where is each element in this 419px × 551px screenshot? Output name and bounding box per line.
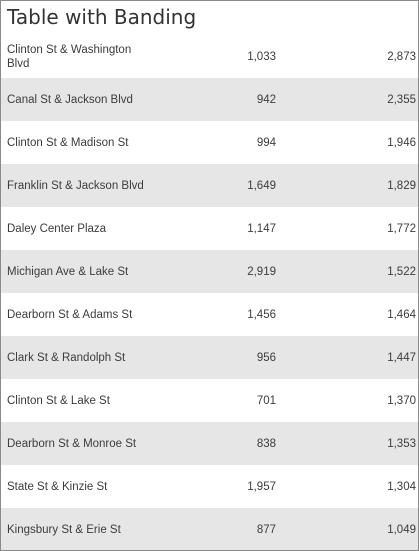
data-table: Clinton St & Washington Blvd 1,033 2,873… [1, 35, 418, 550]
value-cell-1: 701 [256, 394, 276, 407]
table-row: Clark St & Randolph St 956 1,447 [1, 336, 418, 379]
value-cell-2: 1,304 [387, 480, 416, 493]
station-name-cell: Franklin St & Jackson Blvd [7, 179, 144, 192]
value-cell-1: 1,957 [247, 480, 276, 493]
table-row: Dearborn St & Monroe St 838 1,353 [1, 422, 418, 465]
station-name-cell: Canal St & Jackson Blvd [7, 93, 133, 106]
value-cell-1: 1,649 [247, 179, 276, 192]
value-cell-1: 2,919 [247, 265, 276, 278]
value-cell-2: 1,829 [387, 179, 416, 192]
station-name-cell: Kingsbury St & Erie St [7, 523, 121, 536]
station-name-cell: Michigan Ave & Lake St [7, 265, 129, 278]
station-name-cell: Daley Center Plaza [7, 222, 107, 235]
table-row: State St & Kinzie St 1,957 1,304 [1, 465, 418, 508]
value-cell-2: 1,464 [387, 308, 416, 321]
value-cell-2: 1,353 [387, 437, 416, 450]
value-cell-2: 1,370 [387, 394, 416, 407]
value-cell-2: 1,447 [387, 351, 416, 364]
value-cell-2: 1,522 [387, 265, 416, 278]
value-cell-1: 838 [256, 437, 276, 450]
table-row: Canal St & Jackson Blvd 942 2,355 [1, 78, 418, 121]
value-cell-1: 994 [256, 136, 276, 149]
station-name-cell: Clinton St & Madison St [7, 136, 129, 149]
value-cell-2: 1,946 [387, 136, 416, 149]
value-cell-2: 2,355 [387, 93, 416, 106]
value-cell-2: 1,772 [387, 222, 416, 235]
station-name-cell: Dearborn St & Adams St [7, 308, 133, 321]
value-cell-2: 1,049 [387, 523, 416, 536]
table-row: Dearborn St & Adams St 1,456 1,464 [1, 293, 418, 336]
table-row: Franklin St & Jackson Blvd 1,649 1,829 [1, 164, 418, 207]
table-row: Daley Center Plaza 1,147 1,772 [1, 207, 418, 250]
station-name-cell: Clinton St & Lake St [7, 394, 110, 407]
value-cell-1: 1,147 [247, 222, 276, 235]
station-name-cell: State St & Kinzie St [7, 480, 108, 493]
value-cell-1: 1,033 [247, 50, 276, 63]
station-name-cell: Clinton St & Washington Blvd [7, 43, 132, 70]
table-row: Michigan Ave & Lake St 2,919 1,522 [1, 250, 418, 293]
value-cell-1: 942 [256, 93, 276, 106]
station-name-cell: Dearborn St & Monroe St [7, 437, 137, 450]
value-cell-1: 956 [256, 351, 276, 364]
station-name-cell: Clark St & Randolph St [7, 351, 126, 364]
table-row: Clinton St & Washington Blvd 1,033 2,873 [1, 35, 418, 78]
table-row: Kingsbury St & Erie St 877 1,049 [1, 508, 418, 550]
value-cell-2: 2,873 [387, 50, 416, 63]
value-cell-1: 877 [256, 523, 276, 536]
value-cell-1: 1,456 [247, 308, 276, 321]
table-row: Clinton St & Lake St 701 1,370 [1, 379, 418, 422]
page-title: Table with Banding [7, 5, 197, 29]
table-row: Clinton St & Madison St 994 1,946 [1, 121, 418, 164]
